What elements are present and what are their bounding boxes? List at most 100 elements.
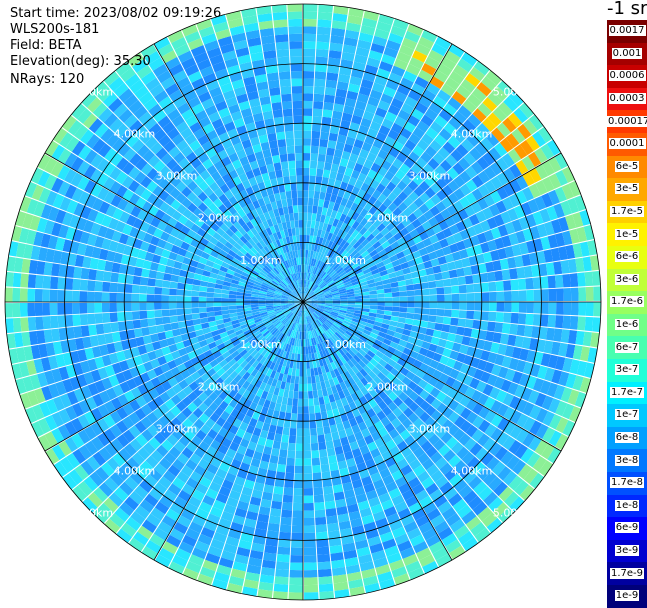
colorbar-tick-label: 1.7e-7 [610,387,644,398]
range-gate-cell [65,303,73,315]
range-gate-cell [519,302,527,313]
range-gate-cell [286,138,294,146]
range-gate-cell [425,328,434,336]
range-gate-cell [303,242,306,250]
range-gate-cell [297,242,300,250]
range-gate-cell [327,523,339,532]
range-gate-cell [398,317,406,323]
range-gate-cell [489,302,497,311]
range-gate-cell [65,315,73,327]
range-gate-cell [222,310,230,315]
range-gate-cell [303,228,307,236]
range-gate-cell [482,302,490,311]
range-gate-cell [163,273,172,281]
range-gate-cell [124,293,132,302]
range-gate-cell [199,297,207,302]
range-gate-cell [169,302,177,309]
range-gate-cell [370,302,378,306]
range-gate-cell [311,138,319,146]
range-gate-cell [95,313,103,324]
range-gate-cell [303,384,307,392]
range-gate-cell [308,391,313,399]
range-gate-cell [286,191,292,199]
range-gate-cell [289,585,303,593]
colorbar-cell: 1.7e-6 [607,291,647,314]
range-gate-cell [291,548,303,556]
range-gate-cell [298,205,303,213]
range-gate-cell [318,154,326,162]
range-gate-cell [267,133,276,142]
range-gate-cell [279,146,287,154]
range-gate-cell [295,228,299,236]
range-gate-cell [278,539,290,547]
range-gate-cell [148,270,157,279]
range-gate-cell [355,296,363,299]
range-gate-cell [284,116,293,124]
range-gate-cell [562,316,570,329]
range-gate-cell [299,376,303,384]
range-gate-cell [269,424,277,433]
range-gate-cell [139,294,147,302]
range-gate-cell [96,324,105,335]
range-gate-cell [436,287,444,294]
range-gate-cell [405,318,413,325]
range-gate-cell [287,146,295,154]
range-gate-cell [165,266,174,274]
range-gate-cell [284,480,293,488]
range-gate-cell [304,518,315,526]
range-gate-cell [488,312,496,322]
range-gate-cell [524,266,533,278]
range-gate-cell [289,41,302,49]
range-gate-cell [286,465,295,473]
range-gate-cell [534,290,542,302]
range-gate-cell [268,462,277,471]
range-gate-cell [303,175,309,183]
range-gate-cell [316,42,329,50]
range-gate-cell [304,443,311,451]
range-gate-cell [289,383,294,391]
range-gate-cell [294,138,302,146]
range-gate-cell [27,289,35,302]
range-gate-cell [303,235,306,243]
elevation-label: Elevation(deg): 35.30 [10,54,151,69]
range-gate-cell [293,205,298,213]
range-gate-cell [434,323,443,331]
range-gate-cell [489,292,497,301]
colorbar-cell: 1.7e-5 [607,201,647,224]
range-gate-cell [314,502,325,510]
range-gate-cell [546,328,555,341]
range-gate-cell [102,282,110,292]
colorbar-tick-label: 3e-6 [615,274,640,285]
range-gate-cell [312,465,321,473]
range-gate-cell [274,162,282,171]
range-gate-cell [280,442,288,450]
range-gate-cell [297,354,300,362]
range-gate-cell [280,154,288,162]
range-gate-cell [504,302,512,312]
range-gate-cell [324,95,335,104]
range-gate-cell [316,539,328,547]
range-gate-cell [384,311,392,316]
range-gate-cell [563,302,571,315]
range-gate-cell [273,12,288,21]
range-gate-cell [276,42,289,50]
range-gate-cell [283,427,290,435]
range-gate-cell [50,276,58,289]
range-gate-cell [298,213,302,221]
range-gate-cell [27,303,35,316]
colorbar-cell: 1.7e-9 [607,562,647,585]
range-gate-cell [308,198,313,206]
range-gate-cell [274,27,288,35]
range-gate-cell [236,302,244,305]
range-gate-cell [269,87,280,96]
range-gate-cell [319,397,325,405]
range-gate-cell [307,220,311,228]
range-gate-cell [452,294,460,302]
range-gate-cell [243,299,251,302]
colorbar-cell: 3e-5 [607,178,647,201]
range-gate-cell [291,64,303,72]
range-gate-cell [57,277,65,289]
range-gate-cell [437,295,445,302]
range-gate-cell [314,79,325,87]
colorbar-cell: 1e-6 [607,314,647,337]
